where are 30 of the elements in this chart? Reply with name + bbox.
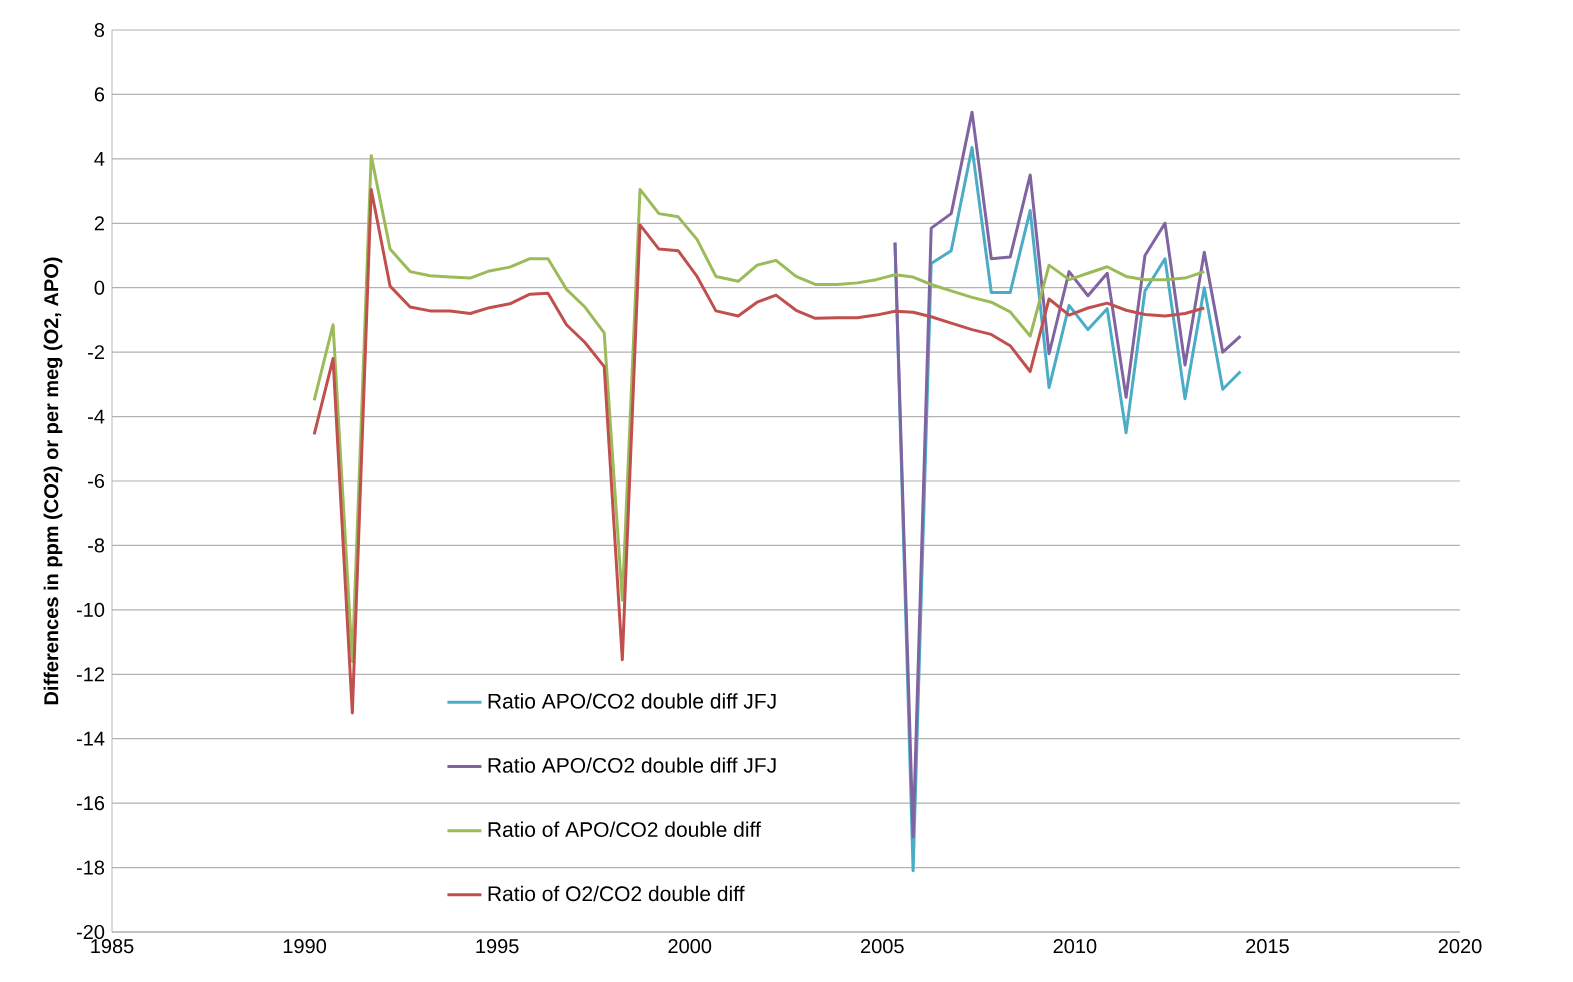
y-tick-label: -6 xyxy=(88,473,105,489)
y-axis-title: Differences in ppm (CO2) or per meg (O2, APO) xyxy=(43,257,63,705)
x-tick-label: 2015 xyxy=(1246,939,1289,954)
y-tick-label: -8 xyxy=(88,538,105,553)
x-tick-label: 2010 xyxy=(1053,939,1097,954)
legend-label: Ratio of APO/CO2 double diff xyxy=(488,821,761,838)
x-tick-label: 1995 xyxy=(476,939,519,954)
y-tick-label: 2 xyxy=(94,216,104,231)
y-tick-label: -16 xyxy=(76,796,105,811)
y-tick-label: -14 xyxy=(76,731,105,746)
y-tick-label: 8 xyxy=(94,22,105,38)
y-tick-label: 4 xyxy=(94,151,105,166)
legend-label: Ratio APO/CO2 double diff JFJ xyxy=(488,693,776,709)
x-tick-label: 2005 xyxy=(861,939,904,954)
x-tick-label: 1985 xyxy=(91,939,134,954)
line-series xyxy=(312,154,1206,663)
y-tick-label: 6 xyxy=(94,87,105,102)
y-tick-label: -12 xyxy=(76,667,104,682)
y-tick-label: -4 xyxy=(88,409,105,424)
x-tick-label: 2000 xyxy=(668,939,712,954)
x-tick-label: 1990 xyxy=(283,939,327,954)
line-series xyxy=(312,187,1206,715)
y-tick-label: -18 xyxy=(76,860,105,875)
y-tick-label: -2 xyxy=(88,345,104,360)
y-tick-label: 0 xyxy=(94,280,105,295)
legend-label: Ratio APO/CO2 double diff JFJ xyxy=(488,757,776,773)
legend-label: Ratio of O2/CO2 double diff xyxy=(488,885,745,902)
y-tick-label: -20 xyxy=(76,924,105,940)
x-tick-label: 2020 xyxy=(1438,939,1482,954)
y-tick-label: -10 xyxy=(76,602,105,617)
